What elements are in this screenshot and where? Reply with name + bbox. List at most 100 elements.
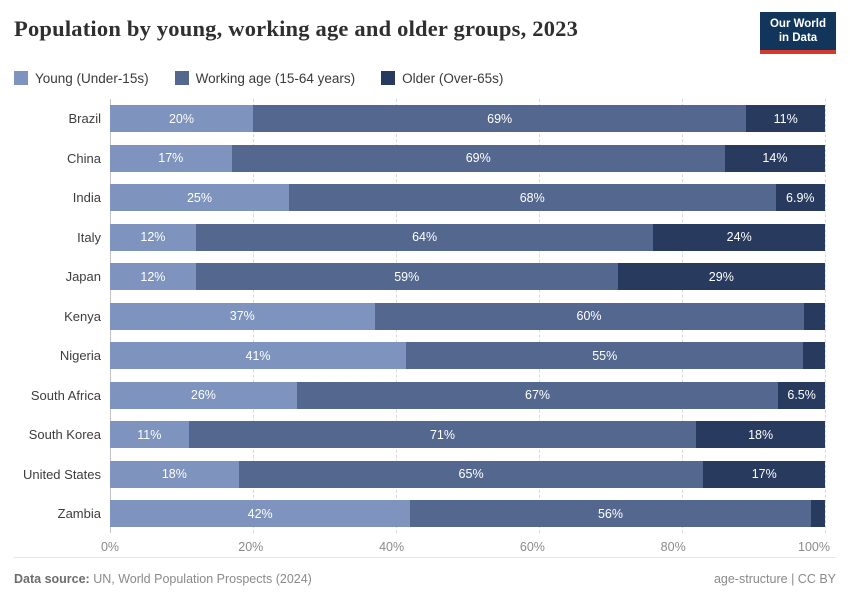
- data-source: Data source: UN, World Population Prospe…: [14, 572, 312, 586]
- legend-label: Working age (15-64 years): [195, 70, 356, 86]
- bar-segment[interactable]: 71%: [188, 421, 697, 448]
- legend-item-1[interactable]: Working age (15-64 years): [174, 70, 356, 86]
- bar-segment[interactable]: 24%: [653, 223, 825, 251]
- country-label: Kenya: [64, 308, 101, 324]
- stacked-bar: 25% 68% 6.9%: [110, 184, 825, 211]
- bar-segment[interactable]: 59%: [195, 263, 618, 290]
- bar-segment[interactable]: [810, 500, 825, 527]
- bar-segment[interactable]: 17%: [110, 144, 232, 172]
- bar-segment[interactable]: 41%: [110, 342, 407, 369]
- owid-logo: Our World in Data: [760, 12, 836, 54]
- bar-value-label: 11%: [137, 427, 162, 442]
- bar-value-label: 71%: [429, 427, 455, 442]
- x-tick-label: 0%: [100, 540, 120, 555]
- bar-row: 42% 56%: [110, 494, 825, 534]
- bar-segment[interactable]: [803, 342, 825, 369]
- bar-value-label: 17%: [158, 151, 184, 165]
- legend-item-2[interactable]: Older (Over-65s): [381, 71, 503, 86]
- bar-segment[interactable]: 64%: [195, 223, 654, 251]
- bar-value-label: 12%: [140, 230, 166, 244]
- stacked-bar: 11% 71% 18%: [110, 421, 825, 448]
- legend: Young (Under-15s) Working age (15-64 year…: [14, 71, 836, 86]
- page-title: Population by young, working age and old…: [14, 16, 579, 41]
- bar-value-label: 12%: [140, 269, 166, 284]
- bar-segment[interactable]: 6.5%: [778, 381, 825, 409]
- bar-value-label: 37%: [229, 309, 255, 323]
- bar-value-label: 11%: [773, 111, 798, 126]
- x-tick-label: 80%: [660, 540, 686, 555]
- x-axis: 0% 20% 40% 60% 80% 100%: [101, 536, 830, 558]
- bar-segment[interactable]: 29%: [617, 263, 825, 290]
- bar-value-label: 41%: [245, 348, 271, 363]
- bar-value-label: 6.5%: [787, 388, 816, 402]
- country-label: South Africa: [30, 387, 101, 403]
- stacked-bar: 41% 55%: [110, 342, 825, 369]
- country-label: Brazil: [68, 111, 101, 126]
- bar-segment[interactable]: [803, 302, 825, 330]
- stacked-bar: 20% 69% 11%: [110, 105, 825, 132]
- x-tick-label: 100%: [798, 540, 830, 555]
- bar-segment[interactable]: 60%: [374, 302, 804, 330]
- bar-segment[interactable]: 69%: [253, 105, 747, 132]
- bar-segment[interactable]: 56%: [410, 500, 811, 527]
- bar-segment[interactable]: 12%: [110, 263, 196, 290]
- stacked-bar: 12% 59% 29%: [110, 263, 825, 290]
- bar-row: 12% 64% 24%: [110, 217, 825, 257]
- legend-label: Young (Under-15s): [35, 70, 149, 86]
- bar-value-label: 18%: [161, 467, 187, 481]
- stacked-bar: 12% 64% 24%: [110, 223, 825, 251]
- bar-segment[interactable]: 65%: [238, 460, 704, 488]
- bar-segment[interactable]: 14%: [724, 144, 825, 172]
- stacked-bar: 37% 60%: [110, 302, 825, 330]
- bar-row: 37% 60%: [110, 296, 825, 336]
- legend-swatch-icon: [381, 71, 396, 86]
- stacked-bar: 26% 67% 6.5%: [110, 381, 825, 409]
- chart-header: Population by young, working age and old…: [14, 12, 836, 54]
- stacked-bar: 42% 56%: [110, 500, 825, 527]
- bar-row: 25% 68% 6.9%: [110, 178, 825, 218]
- bar-value-label: 25%: [186, 190, 212, 205]
- bar-segment[interactable]: 69%: [231, 144, 725, 172]
- legend-swatch-icon: [14, 71, 28, 86]
- bar-value-label: 56%: [597, 506, 623, 521]
- bar-value-label: 68%: [519, 190, 545, 205]
- owid-logo-line1: Our World: [769, 18, 826, 30]
- bar-segment[interactable]: 11%: [110, 421, 189, 448]
- stacked-bar: 17% 69% 14%: [110, 144, 825, 172]
- license-note: age-structure | CC BY: [713, 572, 836, 586]
- bar-value-label: 55%: [592, 348, 618, 363]
- legend-label: Older (Over-65s): [402, 70, 504, 86]
- bar-row: 17% 69% 14%: [110, 138, 825, 178]
- bar-row: 26% 67% 6.5%: [110, 375, 825, 415]
- bar-segment[interactable]: 17%: [703, 460, 825, 488]
- bar-row: 20% 69% 11%: [110, 99, 825, 139]
- grid-line: [825, 98, 826, 534]
- x-tick-label: 60%: [519, 540, 545, 555]
- bar-value-label: 64%: [412, 230, 438, 244]
- bar-segment[interactable]: 18%: [110, 460, 239, 488]
- bar-segment[interactable]: 20%: [110, 105, 253, 132]
- bar-segment[interactable]: 18%: [696, 421, 825, 448]
- bar-segment[interactable]: 25%: [110, 184, 289, 211]
- bar-segment[interactable]: 6.9%: [775, 184, 825, 211]
- bar-segment[interactable]: 37%: [110, 302, 375, 330]
- bar-row: 11% 71% 18%: [110, 415, 825, 455]
- bar-segment[interactable]: 42%: [110, 500, 411, 527]
- bar-segment[interactable]: 67%: [296, 381, 779, 409]
- country-label: Italy: [77, 229, 101, 245]
- legend-item-0[interactable]: Young (Under-15s): [14, 71, 149, 86]
- bar-segment[interactable]: 26%: [110, 381, 297, 409]
- owid-logo-line2: in Data: [778, 32, 818, 45]
- data-source-label: Data source:: [14, 572, 90, 586]
- country-label: United States: [22, 466, 101, 482]
- bar-segment[interactable]: 55%: [406, 342, 804, 369]
- bar-value-label: 14%: [762, 151, 788, 165]
- chart-footer: Data source: UN, World Population Prospe…: [14, 557, 836, 600]
- bar-segment[interactable]: 11%: [746, 105, 825, 132]
- stacked-bar: 18% 65% 17%: [110, 460, 825, 488]
- bar-segment[interactable]: 68%: [288, 184, 776, 211]
- bar-segment[interactable]: 12%: [110, 223, 196, 251]
- country-labels-column: Brazil China India Italy Japan Kenya Nigeria So…: [14, 99, 110, 534]
- stacked-bar-chart: Brazil China India Italy Japan Kenya Nigeria So…: [14, 98, 830, 559]
